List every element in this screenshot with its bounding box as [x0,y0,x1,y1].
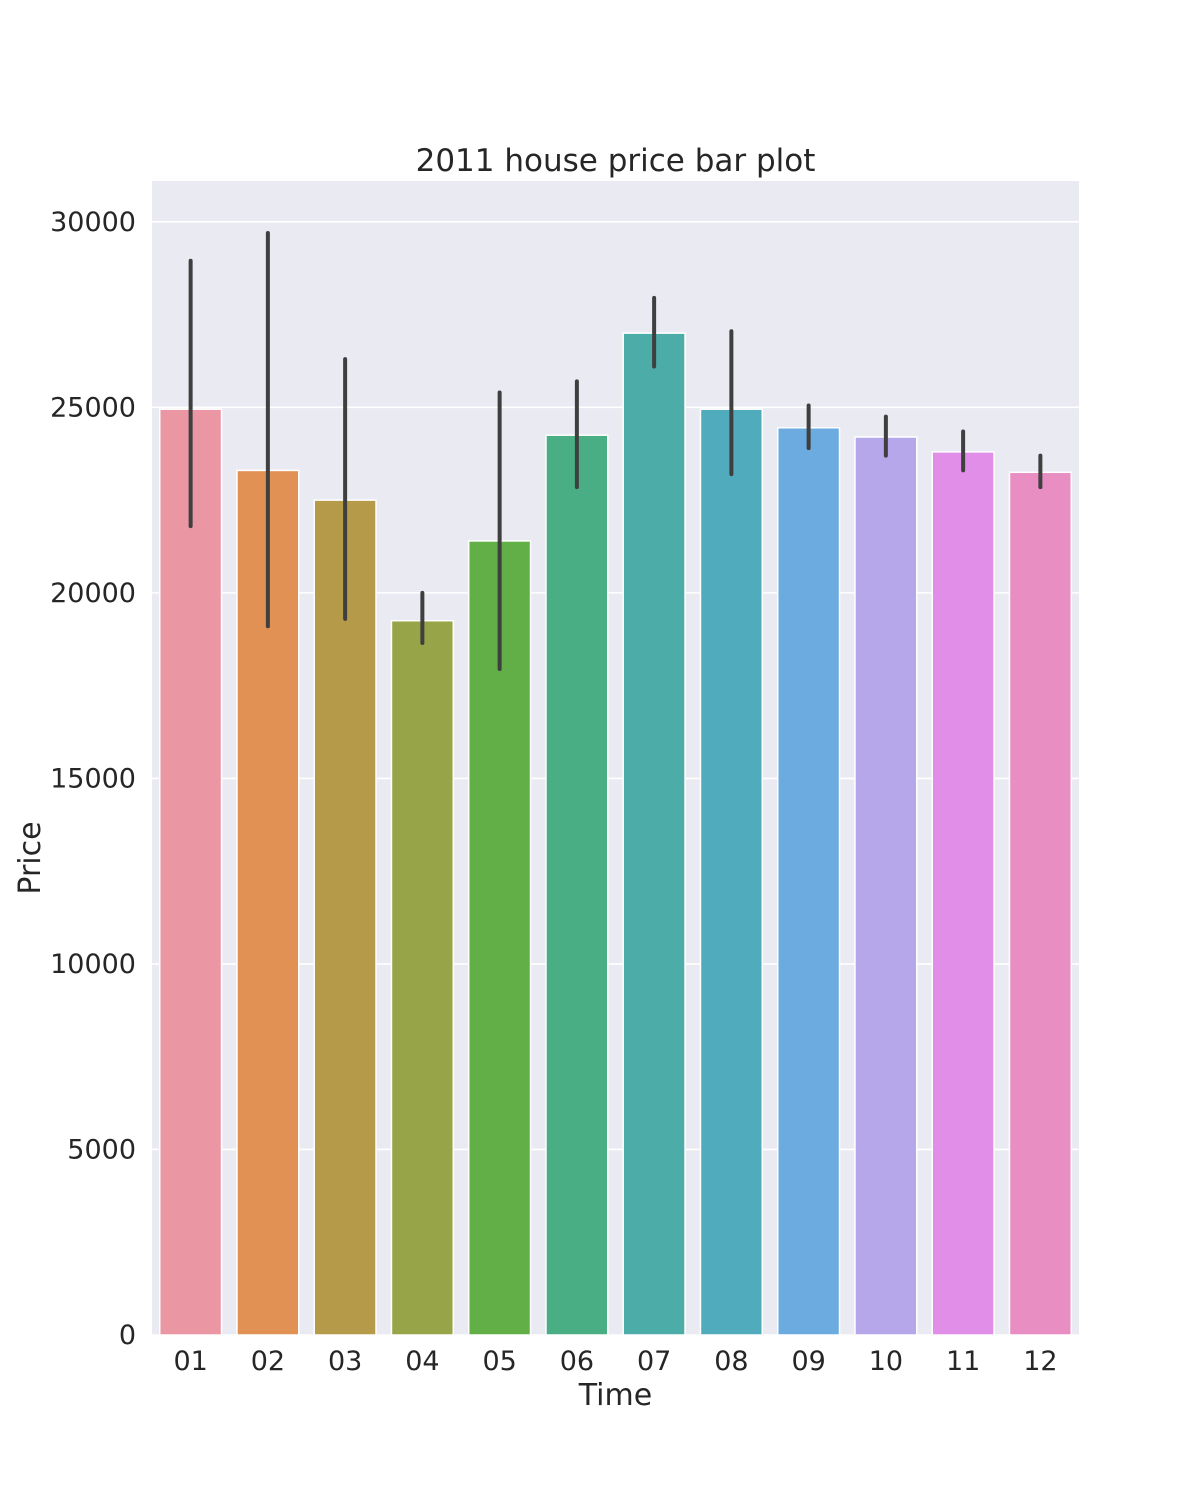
y-tick-label: 0 [119,1320,136,1351]
plot-area [152,181,1079,1335]
bar-10 [854,436,918,1336]
y-tick-label: 25000 [50,392,136,423]
y-tick-label: 5000 [67,1134,136,1165]
bar-04 [390,619,455,1336]
x-tick-label: 09 [791,1346,825,1377]
x-tick-label: 06 [560,1346,594,1377]
x-tick-labels: 01 02 03 04 05 06 07 08 09 10 11 12 [173,1346,1057,1377]
y-axis-title: Price [13,821,48,894]
x-tick-label: 11 [946,1346,980,1377]
x-tick-label: 03 [328,1346,362,1377]
x-tick-label: 01 [173,1346,207,1377]
chart-title: 2011 house price bar plot [416,143,816,179]
bar-11 [931,451,995,1336]
bar-07 [622,332,686,1336]
x-tick-label: 07 [637,1346,671,1377]
bar-08 [699,408,764,1336]
y-tick-label: 20000 [50,578,136,609]
x-tick-label: 04 [405,1346,439,1377]
x-tick-label: 10 [869,1346,903,1377]
bar-05 [467,540,532,1336]
bar-01 [158,408,223,1336]
grid-lines [152,221,1079,1336]
y-tick-label: 30000 [50,207,136,238]
bar-06 [545,434,609,1336]
bar-09 [776,427,841,1336]
x-tick-label: 05 [482,1346,516,1377]
y-tick-label: 10000 [50,949,136,980]
bar-03 [313,499,377,1336]
y-tick-label: 15000 [50,763,136,794]
error-bars [188,230,1043,671]
x-tick-label: 12 [1023,1346,1057,1377]
x-tick-label: 02 [251,1346,285,1377]
x-axis-title: Time [578,1378,652,1413]
bars [158,332,1073,1336]
y-tick-labels: 0 5000 10000 15000 20000 25000 30000 [50,207,136,1351]
x-tick-label: 08 [714,1346,748,1377]
bar-12 [1008,471,1073,1336]
